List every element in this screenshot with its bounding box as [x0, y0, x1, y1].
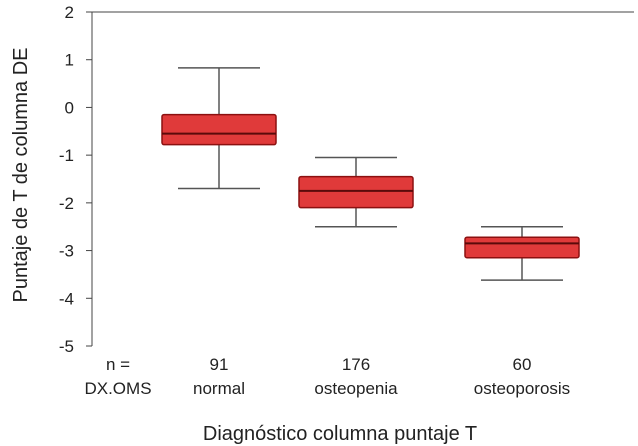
- y-axis: 2 1 0 -1 -2 -3 -4 -5: [59, 3, 92, 356]
- group-row-header: DX.OMS: [84, 379, 151, 398]
- category-label-osteopenia: osteopenia: [314, 379, 398, 398]
- y-tick-label: -5: [59, 337, 74, 356]
- n-label-osteopenia: 176: [342, 355, 370, 374]
- y-tick-label: 0: [65, 98, 74, 117]
- y-tick-label: -1: [59, 146, 74, 165]
- box-osteopenia: [298, 156, 414, 228]
- y-tick-label: -4: [59, 289, 74, 308]
- plot-area: [91, 11, 634, 346]
- n-label-normal: 91: [210, 355, 229, 374]
- n-row-header: n =: [106, 355, 130, 374]
- x-axis-categories: n = DX.OMS 91 normal 176 osteopenia 60 osteop…: [84, 355, 570, 398]
- box-series: [161, 67, 580, 281]
- y-tick-label: 2: [65, 3, 74, 22]
- y-axis-title: Puntaje de T de columna DE: [10, 48, 32, 303]
- y-tick-label: -2: [59, 194, 74, 213]
- box-normal: [161, 67, 277, 190]
- iqr-box: [298, 175, 414, 209]
- category-label-osteoporosis: osteoporosis: [474, 379, 570, 398]
- iqr-box: [464, 236, 580, 259]
- y-tick-label: 1: [65, 51, 74, 70]
- category-label-normal: normal: [193, 379, 245, 398]
- box-osteoporosis: [464, 225, 580, 281]
- x-axis-title: Diagnóstico columna puntaje T: [203, 423, 477, 445]
- n-label-osteoporosis: 60: [513, 355, 532, 374]
- iqr-box: [161, 113, 277, 146]
- y-tick-label: -3: [59, 242, 74, 261]
